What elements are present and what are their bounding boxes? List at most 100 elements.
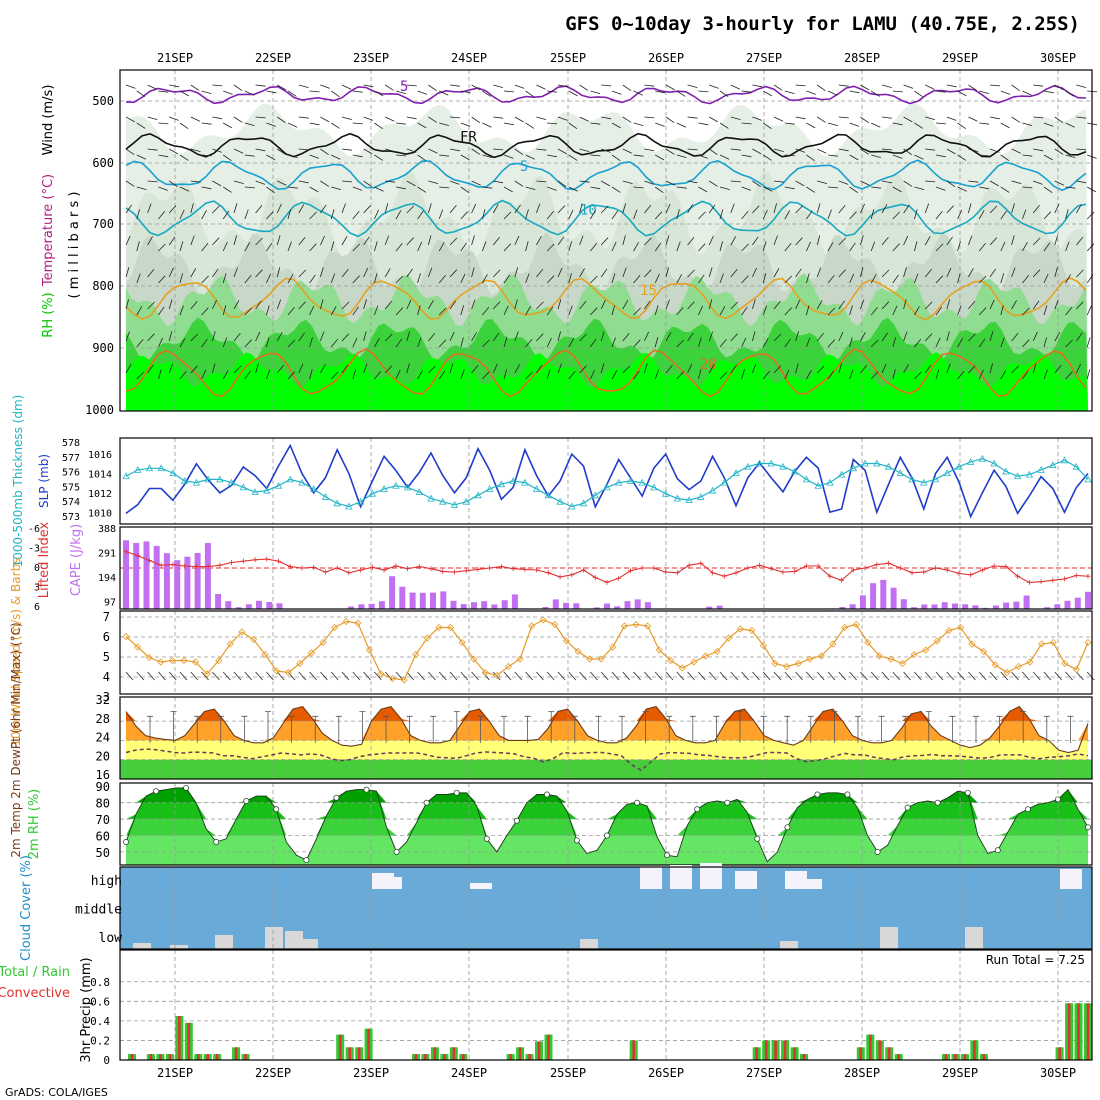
wind-barb xyxy=(730,148,741,151)
wind-barb xyxy=(611,186,621,193)
surface-wind-barb xyxy=(654,671,663,681)
wind-barb xyxy=(320,204,327,214)
cape-bar xyxy=(481,601,488,609)
wind-barb xyxy=(471,180,481,186)
wind-barb xyxy=(611,370,618,380)
wind-barb xyxy=(212,331,216,342)
wind-barb xyxy=(320,148,329,156)
wind-barb xyxy=(406,148,417,153)
wind-barb xyxy=(1011,148,1021,154)
wind-barb xyxy=(525,209,529,220)
wind-barb xyxy=(222,186,232,193)
wind-barb xyxy=(363,267,369,278)
panel-bg xyxy=(120,950,1092,1060)
wind-barb xyxy=(244,122,255,126)
wind-barb xyxy=(784,338,791,348)
wind-barb xyxy=(428,267,433,278)
precip-convective-title: Convective xyxy=(0,986,70,1001)
wind-barb xyxy=(860,203,865,214)
thickness-marker xyxy=(544,491,553,499)
wind-barb xyxy=(514,299,518,310)
wind-barb xyxy=(795,180,805,187)
wind-barb xyxy=(935,186,946,191)
surface-wind-barb xyxy=(557,671,566,681)
wind-barb xyxy=(654,242,662,252)
wind-speed-marker xyxy=(134,643,142,651)
lifted-index-marker xyxy=(627,568,633,574)
wind-barb xyxy=(860,267,864,278)
wind-barb xyxy=(255,237,263,246)
wind-barb xyxy=(147,180,158,183)
temp-tick: 20 xyxy=(96,749,110,763)
wind-barb xyxy=(655,122,665,127)
minmax-errorbar xyxy=(1020,711,1027,743)
wind-speed-marker xyxy=(319,638,327,647)
wind-barb xyxy=(676,90,686,97)
isotherm-line xyxy=(125,159,1087,192)
wind-barb xyxy=(287,154,298,158)
wind-barb xyxy=(881,301,890,310)
surface-wind-barb xyxy=(806,671,814,681)
wind-barb xyxy=(633,370,640,380)
thickness-marker xyxy=(321,493,330,500)
wind-barb xyxy=(568,122,578,130)
wind-barb xyxy=(1032,269,1041,278)
wind-barb xyxy=(168,363,174,374)
rh-marker xyxy=(423,799,430,806)
wind-barb xyxy=(784,122,795,125)
surface-wind-barb xyxy=(611,671,620,681)
wind-barb xyxy=(1065,274,1071,284)
wind-barb xyxy=(1032,237,1041,246)
wind-barb xyxy=(568,241,573,252)
isotherm-line xyxy=(125,199,1087,238)
wind-barb xyxy=(773,116,784,122)
wind-barb xyxy=(363,84,374,88)
wind-barb xyxy=(179,90,189,97)
wind-barb xyxy=(881,180,892,184)
top-date-label: 23SEP xyxy=(353,51,389,65)
minmax-errorbar xyxy=(595,715,602,743)
wind-barb xyxy=(665,365,673,374)
cloud-axis-title: Cloud Cover (%) xyxy=(19,855,34,961)
thickness-marker xyxy=(333,499,341,507)
rh-marker xyxy=(363,786,370,793)
wind-barb xyxy=(363,363,368,374)
cape-bar xyxy=(1044,607,1051,609)
wind-barb xyxy=(493,148,504,151)
wind-barb xyxy=(298,116,309,119)
wind-barb xyxy=(892,274,899,284)
lifted-index-marker xyxy=(1038,579,1044,585)
wind-barb xyxy=(1054,332,1061,342)
thickness-marker xyxy=(286,475,294,483)
wind-speed-marker xyxy=(933,637,941,645)
wind-barb xyxy=(136,122,146,129)
minmax-errorbar xyxy=(902,715,909,743)
wind-barb xyxy=(482,122,492,128)
wind-barb xyxy=(838,300,845,310)
thickness-marker xyxy=(192,478,201,486)
wind-barb xyxy=(352,90,363,93)
wind-barb xyxy=(1076,180,1087,184)
low-cloud-block xyxy=(880,927,898,949)
wind-speed-marker xyxy=(725,634,733,642)
minmax-errorbar xyxy=(878,715,885,743)
wind-barb xyxy=(276,365,284,374)
wind-barb xyxy=(924,236,931,246)
wind-barb xyxy=(406,331,411,342)
wind-barb xyxy=(276,299,282,310)
surface-wind-barb xyxy=(125,671,134,681)
wind-barb xyxy=(190,301,198,310)
wind-barb xyxy=(374,273,378,284)
low-cloud-block xyxy=(133,943,151,949)
wind-barb xyxy=(978,243,986,252)
wind-barb xyxy=(449,116,461,119)
cape-bar xyxy=(900,599,907,609)
wind-barb xyxy=(665,299,670,310)
wind-barb xyxy=(1032,331,1038,342)
wind-barb xyxy=(946,267,952,278)
lifted-index-marker xyxy=(862,565,868,571)
wind-barb xyxy=(989,148,1000,153)
wind-barb xyxy=(1011,84,1021,92)
wind-barb xyxy=(395,210,402,220)
wind-barb xyxy=(784,275,793,284)
